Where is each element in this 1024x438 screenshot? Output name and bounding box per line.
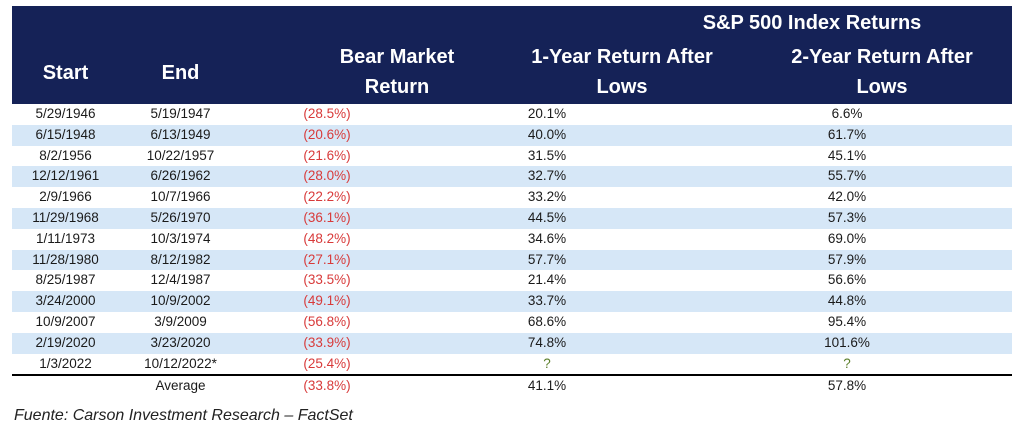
one-year-cell: 21.4% [527, 272, 567, 288]
average-one-year-cell: 41.1% [527, 378, 567, 394]
end-cell: 12/4/1987 [150, 272, 211, 288]
returns-table: S&P 500 Index Returns Start End Bear Mar… [12, 6, 1012, 398]
end-cell: 6/26/1962 [150, 168, 211, 184]
two-year-cell: 42.0% [827, 189, 867, 205]
two-year-cell: 55.7% [827, 168, 867, 184]
bear-return-cell: (25.4%) [303, 355, 351, 371]
two-year-cell: 44.8% [827, 293, 867, 309]
one-year-cell: 31.5% [527, 147, 567, 163]
one-year-cell: 74.8% [527, 334, 567, 350]
end-cell: 10/12/2022* [144, 355, 217, 371]
one-year-cell: 34.6% [527, 230, 567, 246]
start-cell: 8/2/1956 [39, 147, 92, 163]
bear-return-cell: (21.6%) [303, 147, 351, 163]
one-year-cell: 44.5% [527, 209, 567, 225]
table-row: 2/19/2020 3/23/2020 (33.9%) 74.8% 101.6% [12, 332, 1012, 354]
two-year-cell: 69.0% [827, 230, 867, 246]
table-row: 12/12/1961 6/26/1962 (28.0%) 32.7% 55.7% [12, 166, 1012, 188]
two-year-cell: 6.6% [831, 106, 863, 121]
one-year-cell: 57.7% [527, 251, 567, 267]
end-cell: 10/9/2002 [150, 293, 211, 309]
average-row: Average (33.8%) 41.1% 57.8% [12, 374, 1012, 398]
bear-return-cell: (28.0%) [303, 168, 351, 184]
start-cell: 11/28/1980 [32, 251, 99, 267]
start-cell: 10/9/2007 [35, 313, 96, 329]
header-two-year-line1: 2-Year Return After [791, 46, 973, 68]
end-cell: 10/3/1974 [150, 230, 211, 246]
group-title: S&P 500 Index Returns [702, 12, 922, 34]
table-row: 1/3/2022 10/12/2022* (25.4%)?? [12, 354, 1012, 375]
table-row: 2/9/1966 10/7/1966 (22.2%) 33.2% 42.0% [12, 187, 1012, 208]
one-year-cell: 33.7% [527, 293, 567, 309]
end-cell: 3/23/2020 [150, 334, 211, 350]
start-cell: 3/24/2000 [35, 293, 96, 309]
end-cell: 8/12/1982 [150, 251, 211, 267]
table-row: 10/9/2007 3/9/2009 (56.8%) 68.6% 95.4% [12, 312, 1012, 333]
bear-return-cell: (49.1%) [303, 293, 351, 309]
end-cell: 5/26/1970 [150, 209, 211, 225]
two-year-cell: 56.6% [827, 272, 867, 288]
average-bear-cell: (33.8%) [303, 378, 351, 394]
two-year-cell: 101.6% [824, 334, 870, 350]
one-year-cell: ? [543, 355, 551, 371]
header-two-year-line2: Lows [856, 76, 908, 98]
source-footnote: Fuente: Carson Investment Research – Fac… [14, 407, 353, 424]
two-year-cell: 57.9% [827, 251, 867, 267]
bear-return-cell: (36.1%) [303, 209, 351, 225]
bear-return-cell: (56.8%) [303, 313, 351, 329]
one-year-cell: 40.0% [527, 126, 567, 142]
one-year-cell: 32.7% [527, 168, 567, 184]
end-cell: 10/7/1966 [150, 189, 211, 205]
start-cell: 2/19/2020 [35, 334, 96, 350]
table-header: S&P 500 Index Returns Start End Bear Mar… [12, 6, 1012, 104]
header-bear-line2: Return [364, 76, 430, 98]
bear-return-cell: (33.9%) [303, 334, 351, 350]
table-row: 5/29/1946 5/19/1947 (28.5%) 20.1% 6.6% [12, 104, 1012, 125]
bear-return-cell: (27.1%) [303, 251, 351, 267]
end-cell: 3/9/2009 [154, 313, 207, 329]
start-cell: 1/11/1973 [35, 230, 96, 246]
start-cell: 2/9/1966 [39, 189, 92, 205]
two-year-cell: 61.7% [827, 126, 867, 142]
table-row: 8/25/1987 12/4/1987 (33.5%) 21.4% 56.6% [12, 270, 1012, 291]
start-cell: 6/15/1948 [35, 126, 96, 142]
start-cell: 1/3/2022 [39, 355, 92, 371]
two-year-cell: 57.3% [827, 209, 867, 225]
one-year-cell: 33.2% [527, 189, 567, 205]
header-end: End [161, 62, 200, 84]
table-row: 8/2/1956 10/22/1957 (21.6%) 31.5% 45.1% [12, 146, 1012, 167]
start-cell: 8/25/1987 [35, 272, 96, 288]
header-start: Start [42, 62, 89, 84]
average-label: Average [155, 378, 206, 394]
start-cell: 11/29/1968 [32, 209, 99, 225]
table-row: 3/24/2000 10/9/2002 (49.1%) 33.7% 44.8% [12, 291, 1012, 312]
table-row: 1/11/1973 10/3/1974 (48.2%) 34.6% 69.0% [12, 229, 1012, 250]
bear-return-cell: (28.5%) [303, 106, 351, 121]
bear-return-cell: (20.6%) [303, 126, 351, 142]
table-body: 5/29/1946 5/19/1947 (28.5%) 20.1% 6.6% 6/15/… [12, 104, 1012, 398]
average-spacer [12, 376, 119, 397]
header-one-year-line1: 1-Year Return After [531, 46, 713, 68]
start-cell: 12/12/1961 [31, 168, 100, 184]
end-cell: 5/19/1947 [150, 106, 211, 121]
one-year-cell: 68.6% [527, 313, 567, 329]
bear-return-cell: (22.2%) [303, 189, 351, 205]
bear-return-cell: (48.2%) [303, 230, 351, 246]
table-row: 11/29/1968 5/26/1970 (36.1%) 44.5% 57.3% [12, 207, 1012, 229]
end-cell: 6/13/1949 [150, 126, 211, 142]
two-year-cell: ? [843, 355, 851, 371]
bear-return-cell: (33.5%) [303, 272, 351, 288]
end-cell: 10/22/1957 [146, 147, 215, 163]
start-cell: 5/29/1946 [35, 106, 96, 121]
table-row: 6/15/1948 6/13/1949 (20.6%) 40.0% 61.7% [12, 124, 1012, 146]
header-one-year-line2: Lows [596, 76, 648, 98]
two-year-cell: 95.4% [827, 313, 867, 329]
one-year-cell: 20.1% [527, 106, 567, 121]
two-year-cell: 45.1% [827, 147, 867, 163]
average-two-year-cell: 57.8% [827, 378, 867, 394]
table-row: 11/28/1980 8/12/1982 (27.1%) 57.7% 57.9% [12, 249, 1012, 271]
header-bear-line1: Bear Market [339, 46, 455, 68]
